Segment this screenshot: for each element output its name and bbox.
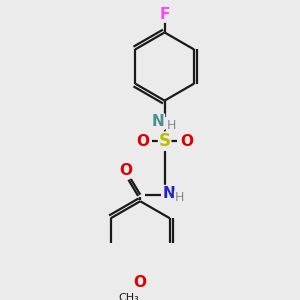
Text: H: H	[175, 191, 184, 205]
Text: H: H	[167, 119, 176, 132]
Text: CH₃: CH₃	[118, 293, 139, 300]
Text: F: F	[159, 7, 170, 22]
Text: S: S	[159, 132, 171, 150]
Text: O: O	[133, 275, 146, 290]
Text: O: O	[180, 134, 193, 149]
Text: N: N	[152, 114, 164, 129]
Text: O: O	[136, 134, 149, 149]
Text: N: N	[162, 186, 175, 201]
Text: O: O	[119, 163, 132, 178]
